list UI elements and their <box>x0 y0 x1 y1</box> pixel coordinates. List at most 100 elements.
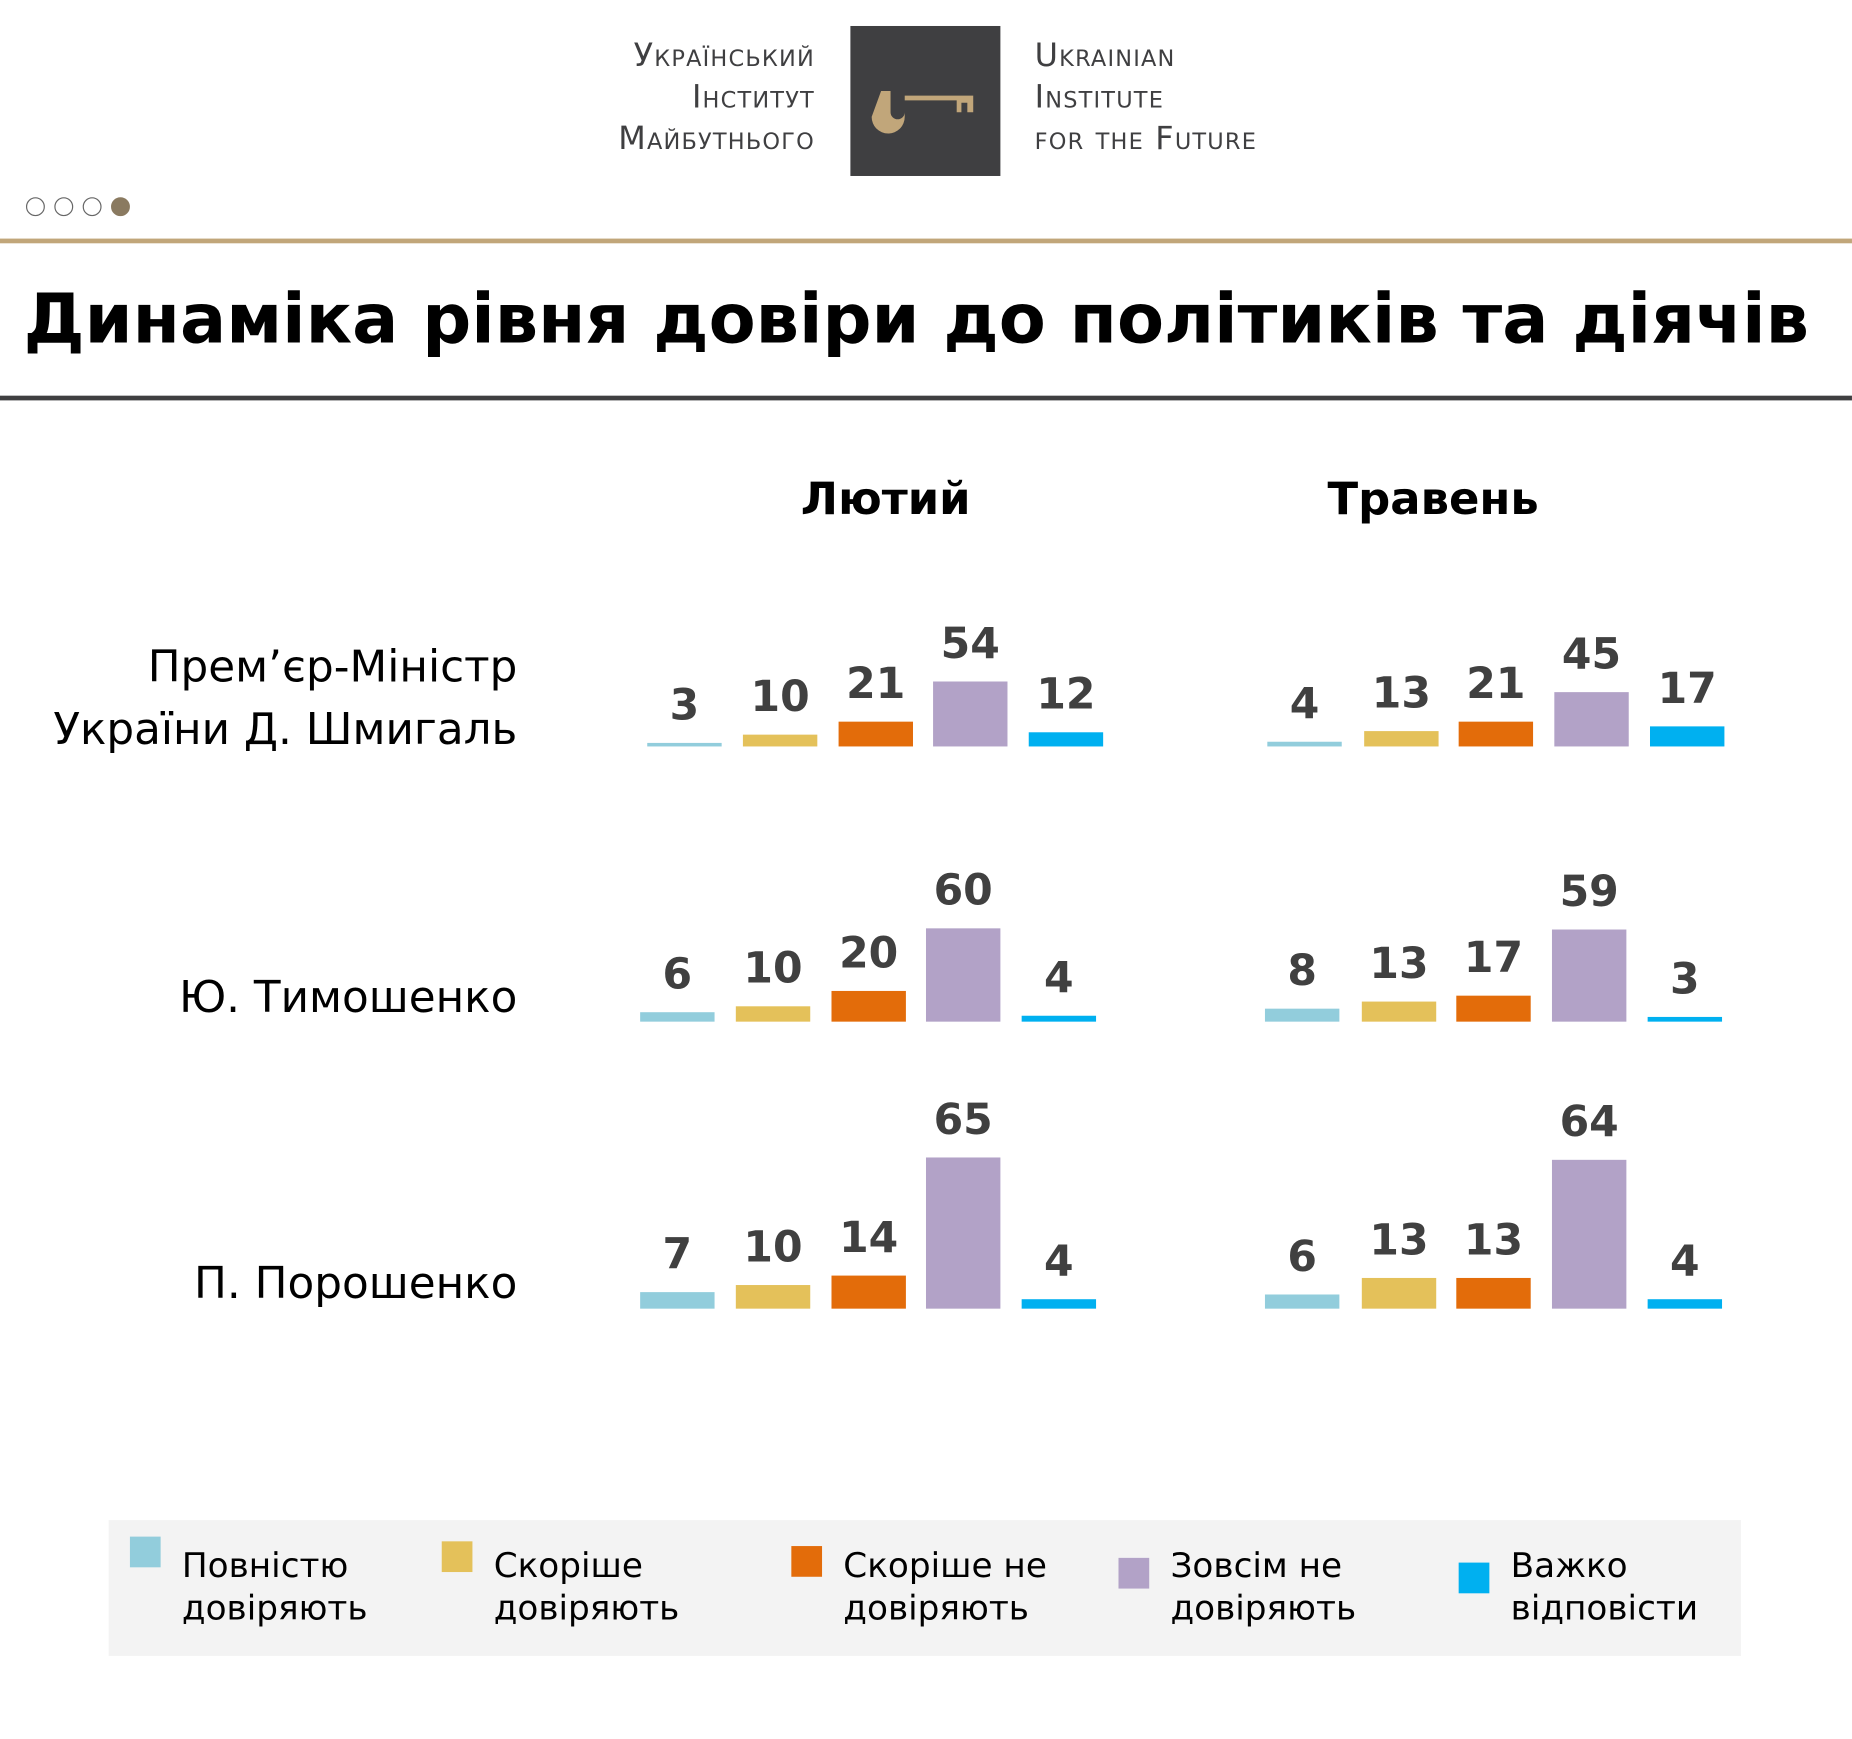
logo-en-line: Institute <box>1034 79 1165 116</box>
page-dot-active[interactable] <box>111 197 130 217</box>
bar-Травень-2 <box>1456 995 1531 1022</box>
bar-Травень-3 <box>1551 929 1627 1022</box>
gold-divider <box>0 238 1852 244</box>
logo-ua-line: Український <box>633 37 815 75</box>
bar-Лютий-3 <box>925 928 1001 1022</box>
bar-Травень-0 <box>1264 1294 1340 1309</box>
bar-Лютий-4 <box>1028 731 1104 747</box>
data-label: 21 <box>846 659 906 709</box>
bar-Травень-4 <box>1647 1016 1723 1022</box>
bar-Лютий-0 <box>647 742 722 747</box>
data-label: 20 <box>839 929 899 978</box>
logo-text-en: Ukrainian Institute for the Future <box>1035 35 1257 159</box>
data-label: 65 <box>933 1095 993 1145</box>
legend-item: Важко відповісти <box>1458 1544 1747 1629</box>
data-label: 54 <box>940 619 1000 669</box>
period-label-may: Травень <box>1327 472 1539 525</box>
data-label: 12 <box>1036 670 1096 719</box>
logo-ua-line: Інститут <box>691 79 815 116</box>
logo-ua-line: Майбутнього <box>618 120 815 158</box>
data-label: 13 <box>1369 1216 1429 1266</box>
legend-label: Важко відповісти <box>1510 1544 1699 1628</box>
row-label-line: Прем’єр-Міністр <box>147 641 518 693</box>
data-label: 4 <box>1289 680 1320 729</box>
data-label: 10 <box>750 672 810 722</box>
bar-Травень-3 <box>1554 692 1629 747</box>
dark-divider <box>0 395 1852 401</box>
bar-Лютий-2 <box>838 721 913 747</box>
row-label: Ю. Тимошенко <box>179 966 517 1029</box>
bar-Лютий-1 <box>735 1006 811 1022</box>
legend-item: Скоріше довіряють <box>441 1541 730 1629</box>
logo-en-line: for the Future <box>1034 120 1258 158</box>
data-label: 45 <box>1561 630 1622 680</box>
data-label: 64 <box>1559 1098 1619 1147</box>
data-label: 6 <box>1287 1233 1317 1282</box>
data-label: 4 <box>1044 953 1074 1003</box>
data-label: 13 <box>1463 1216 1524 1266</box>
bar-Лютий-0 <box>640 1012 715 1022</box>
data-label: 10 <box>743 1223 803 1273</box>
row-label: П. Порошенко <box>194 1252 517 1315</box>
bar-Лютий-3 <box>925 1157 1001 1309</box>
bar-Травень-4 <box>1647 1299 1723 1309</box>
data-label: 17 <box>1463 933 1524 983</box>
bar-Травень-1 <box>1361 1278 1437 1309</box>
page-dot[interactable] <box>54 197 74 217</box>
bar-Лютий-1 <box>742 734 818 747</box>
legend-swatch <box>129 1536 161 1568</box>
bar-Лютий-1 <box>735 1285 811 1309</box>
data-label: 4 <box>1044 1237 1074 1287</box>
legend-label: Повністю довіряють <box>181 1544 368 1628</box>
row-label-line: П. Порошенко <box>194 1257 518 1309</box>
data-label: 21 <box>1466 659 1526 709</box>
bar-Травень-4 <box>1649 725 1725 747</box>
data-label: 3 <box>1670 955 1700 1004</box>
bar-Лютий-0 <box>640 1292 715 1309</box>
bar-Лютий-2 <box>831 990 906 1022</box>
data-label: 10 <box>743 944 803 994</box>
legend-item: Повністю довіряють <box>129 1536 418 1629</box>
logo-text-ua: Український Інститут Майбутнього <box>618 35 815 159</box>
bar-Лютий-4 <box>1021 1299 1097 1309</box>
legend-label: Скоріше не довіряють <box>843 1544 1047 1628</box>
bar-Травень-1 <box>1364 730 1439 747</box>
data-label: 14 <box>839 1214 899 1264</box>
bar-Травень-1 <box>1361 1001 1437 1022</box>
legend-item: Скоріше не довіряють <box>791 1544 1079 1629</box>
data-label: 7 <box>662 1230 693 1280</box>
legend-label: Зовсім не довіряють <box>1170 1544 1357 1628</box>
bar-Лютий-4 <box>1021 1015 1097 1022</box>
key-logo-icon <box>850 25 1001 176</box>
legend-swatch <box>1458 1562 1490 1594</box>
legend-item: Зовсім не довіряють <box>1118 1544 1407 1629</box>
logo-en-line: Ukrainian <box>1034 37 1176 75</box>
data-label: 6 <box>662 950 693 1000</box>
legend-label: Скоріше довіряють <box>493 1544 680 1628</box>
data-label: 60 <box>933 866 993 916</box>
legend-swatch <box>791 1546 823 1577</box>
period-label-feb: Лютий <box>800 472 971 525</box>
legend: Повністю довіряють Скоріше довіряють Скорі… <box>108 1520 1741 1656</box>
data-label: 13 <box>1371 669 1431 718</box>
page-dots <box>25 197 130 217</box>
bar-Травень-2 <box>1458 721 1534 747</box>
page-title: Динаміка рівня довіри до політиків та ді… <box>23 278 1809 360</box>
data-label: 8 <box>1287 947 1317 997</box>
data-label: 59 <box>1559 868 1619 917</box>
legend-swatch <box>1118 1557 1150 1589</box>
row-label: Прем’єр-Міністр України Д. Шмигаль <box>53 635 517 760</box>
legend-swatch <box>441 1541 473 1573</box>
bar-Травень-0 <box>1264 1009 1340 1022</box>
bar-Травень-0 <box>1267 741 1342 747</box>
row-label-line: Ю. Тимошенко <box>178 972 518 1023</box>
bar-Лютий-2 <box>831 1276 906 1309</box>
bar-Лютий-3 <box>933 681 1008 747</box>
page-dot[interactable] <box>82 197 102 217</box>
data-label: 4 <box>1670 1237 1700 1287</box>
bar-Травень-2 <box>1456 1278 1531 1309</box>
data-label: 3 <box>669 681 700 730</box>
page-dot[interactable] <box>25 197 45 217</box>
data-label: 13 <box>1369 939 1429 989</box>
